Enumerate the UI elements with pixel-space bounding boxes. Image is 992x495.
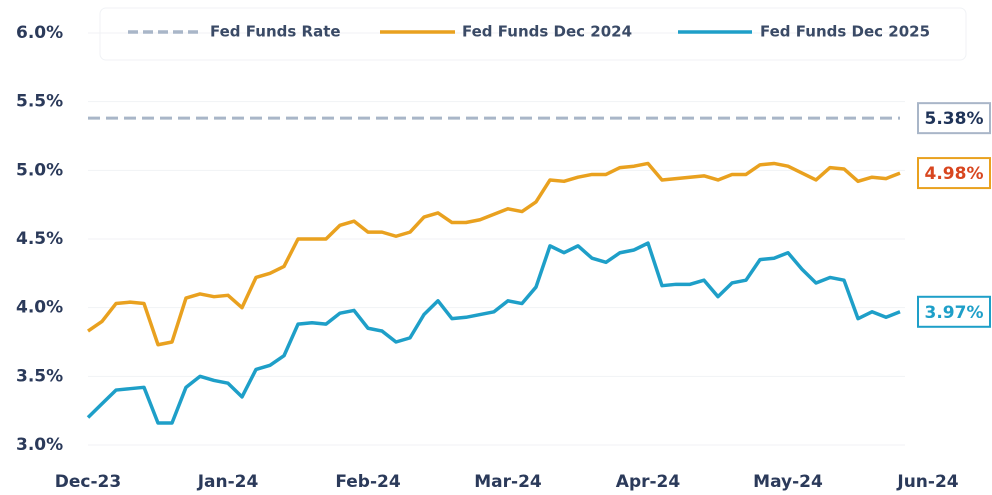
legend-box: [99, 7, 967, 61]
end-label-box: [917, 157, 991, 190]
legend-label: Fed Funds Rate: [210, 23, 341, 41]
x-tick-label: Mar-24: [474, 472, 542, 492]
y-tick-label: 5.0%: [16, 160, 63, 180]
x-tick-label: Apr-24: [616, 472, 681, 492]
legend: Fed Funds Rate Fed Funds Dec 2024 Fed Fund…: [128, 23, 930, 41]
end-label-box: [917, 102, 991, 135]
end-label: 5.38%: [925, 109, 984, 129]
series-line: [86, 241, 901, 425]
end-label: 4.98%: [925, 164, 984, 184]
end-label-box: [917, 295, 991, 328]
x-tick-label: Jan-24: [197, 472, 259, 492]
y-tick-label: 3.0%: [16, 435, 63, 455]
end-label: 3.97%: [925, 303, 984, 323]
legend-label: Fed Funds Dec 2025: [760, 23, 930, 41]
x-tick-label: Jun-24: [896, 472, 958, 492]
y-tick-label: 5.5%: [16, 92, 63, 112]
y-tick-label: 6.0%: [16, 23, 63, 43]
y-tick-label: 3.5%: [16, 366, 63, 386]
y-tick-label: 4.0%: [16, 298, 63, 318]
x-tick-label: Dec-23: [55, 472, 121, 492]
x-tick-label: May-24: [753, 472, 823, 492]
series-line: [87, 161, 901, 347]
y-tick-label: 4.5%: [16, 229, 63, 249]
legend-label: Fed Funds Dec 2024: [462, 23, 632, 41]
x-tick-label: Feb-24: [335, 472, 401, 492]
